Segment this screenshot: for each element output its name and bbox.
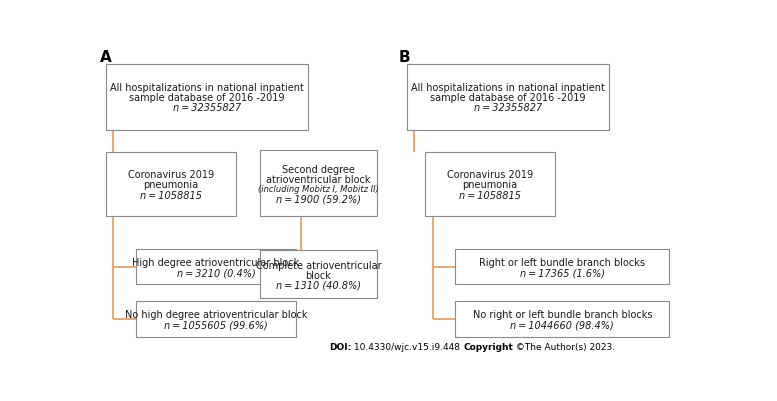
Text: n = 1044660 (98.4%): n = 1044660 (98.4%) <box>510 320 614 330</box>
Text: 10.4330/wjc.v15.i9.448: 10.4330/wjc.v15.i9.448 <box>351 343 463 352</box>
FancyBboxPatch shape <box>260 150 377 217</box>
Text: block: block <box>305 271 331 281</box>
FancyBboxPatch shape <box>106 64 308 130</box>
Text: n = 32355827: n = 32355827 <box>474 103 542 113</box>
FancyBboxPatch shape <box>136 249 296 284</box>
Text: n = 1055605 (99.6%): n = 1055605 (99.6%) <box>164 320 268 330</box>
FancyBboxPatch shape <box>425 152 555 217</box>
Text: ©The Author(s) 2023.: ©The Author(s) 2023. <box>513 343 615 352</box>
Text: n = 1900 (59.2%): n = 1900 (59.2%) <box>276 194 361 204</box>
Text: All hospitalizations in national inpatient: All hospitalizations in national inpatie… <box>411 83 605 93</box>
FancyBboxPatch shape <box>455 249 669 284</box>
Text: A: A <box>100 50 112 65</box>
FancyBboxPatch shape <box>106 152 235 217</box>
Text: Copyright: Copyright <box>463 343 513 352</box>
FancyBboxPatch shape <box>407 64 609 130</box>
FancyBboxPatch shape <box>136 301 296 337</box>
Text: sample database of 2016 -2019: sample database of 2016 -2019 <box>430 93 586 103</box>
Text: pneumonia: pneumonia <box>462 180 517 190</box>
Text: sample database of 2016 -2019: sample database of 2016 -2019 <box>129 93 285 103</box>
Text: Second degree: Second degree <box>282 165 355 175</box>
Text: All hospitalizations in national inpatient: All hospitalizations in national inpatie… <box>110 83 304 93</box>
Text: n = 17365 (1.6%): n = 17365 (1.6%) <box>520 268 605 278</box>
Text: Complete atrioventricular: Complete atrioventricular <box>256 261 382 271</box>
Text: No right or left bundle branch blocks: No right or left bundle branch blocks <box>472 310 652 320</box>
Text: Coronavirus 2019: Coronavirus 2019 <box>128 170 214 180</box>
Text: n = 1058815: n = 1058815 <box>140 190 202 200</box>
FancyBboxPatch shape <box>455 301 669 337</box>
FancyBboxPatch shape <box>260 250 377 298</box>
Text: n = 32355827: n = 32355827 <box>173 103 241 113</box>
Text: No high degree atrioventricular block: No high degree atrioventricular block <box>125 310 308 320</box>
Text: n = 3210 (0.4%): n = 3210 (0.4%) <box>176 268 256 278</box>
Text: DOI:: DOI: <box>329 343 351 352</box>
Text: n = 1058815: n = 1058815 <box>459 190 521 200</box>
Text: (including Mobitz I, Mobitz II): (including Mobitz I, Mobitz II) <box>258 185 379 194</box>
Text: Coronavirus 2019: Coronavirus 2019 <box>447 170 533 180</box>
Text: B: B <box>399 50 409 65</box>
Text: pneumonia: pneumonia <box>143 180 198 190</box>
Text: n = 1310 (40.8%): n = 1310 (40.8%) <box>276 281 361 291</box>
Text: High degree atrioventricular block: High degree atrioventricular block <box>132 258 300 268</box>
Text: Right or left bundle branch blocks: Right or left bundle branch blocks <box>479 258 646 268</box>
Text: atrioventricular block: atrioventricular block <box>267 175 371 185</box>
